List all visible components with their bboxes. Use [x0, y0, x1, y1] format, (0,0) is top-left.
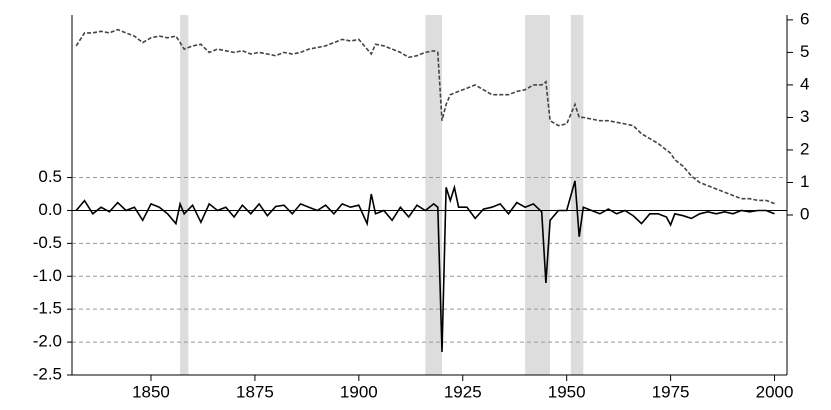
y-tick-label: 0.0	[38, 200, 62, 219]
y-tick-label: -2.0	[33, 332, 62, 351]
y2-tick-label: 0	[800, 204, 809, 223]
line	[75, 28, 775, 205]
x-tick-label: 1975	[652, 382, 690, 401]
line	[75, 180, 775, 353]
x-tick-label: 1950	[548, 382, 586, 401]
shaded-period	[570, 15, 584, 375]
x-tick-label: 1875	[236, 382, 274, 401]
x-tick-label: 1900	[340, 382, 378, 401]
y-tick-label: -0.5	[33, 233, 62, 252]
y-tick-label: -1.5	[33, 299, 62, 318]
y-tick-label: -2.5	[33, 364, 62, 383]
x-tick-label: 2000	[756, 382, 794, 401]
y-tick-label: -1.0	[33, 266, 62, 285]
y2-tick-label: 1	[800, 172, 809, 191]
shaded-period	[525, 15, 551, 375]
shaded-period	[425, 15, 442, 375]
y-tick-label: 0.5	[38, 167, 62, 186]
y2-tick-label: 5	[800, 42, 809, 61]
x-tick-label: 1850	[132, 382, 170, 401]
x-tick-label: 1925	[444, 382, 482, 401]
shaded-period	[180, 15, 189, 375]
y2-tick-label: 6	[800, 9, 809, 28]
y2-tick-label: 4	[800, 74, 809, 93]
y2-tick-label: 3	[800, 107, 809, 126]
y2-tick-label: 2	[800, 139, 809, 158]
